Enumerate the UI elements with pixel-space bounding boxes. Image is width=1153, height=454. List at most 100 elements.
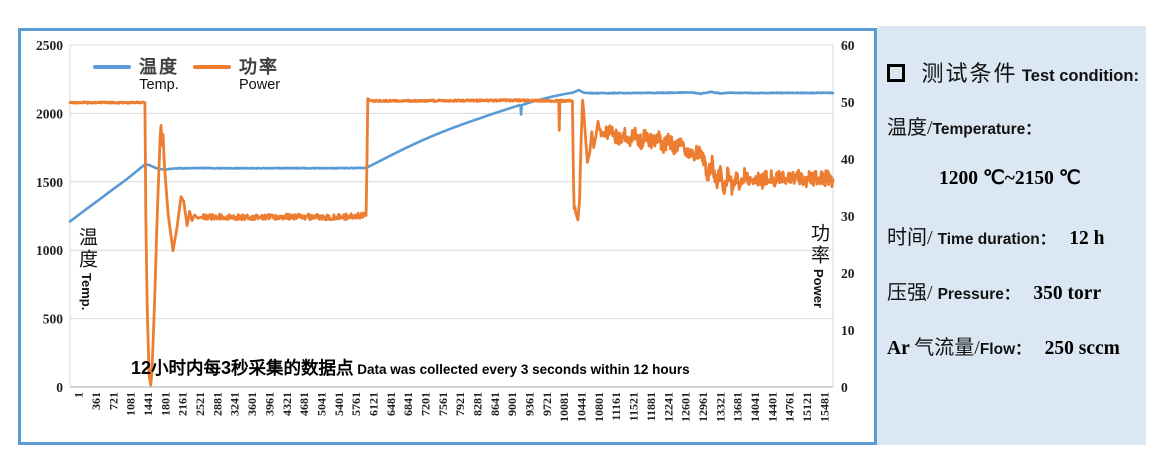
condition-segment: Temperature： bbox=[932, 121, 1041, 138]
condition-segment: 压强/ bbox=[887, 282, 938, 304]
y-tick-left: 1000 bbox=[36, 243, 63, 258]
y-tick-right: 60 bbox=[841, 38, 855, 53]
x-tick-label: 3241 bbox=[228, 392, 242, 416]
x-tick-label: 1441 bbox=[141, 392, 155, 416]
left-axis-title-en: Temp. bbox=[79, 273, 94, 311]
x-tick-label: 7921 bbox=[453, 392, 467, 416]
legend-label-power-en: Power bbox=[239, 77, 281, 93]
right-axis-title-cn: 功率 bbox=[808, 223, 829, 267]
condition-line: 温度/Temperature： bbox=[887, 111, 1041, 140]
x-tick-label: 5761 bbox=[349, 392, 363, 416]
condition-line: 压强/ Pressure： 350 torr bbox=[887, 276, 1101, 305]
condition-segment: 1200 ℃~2150 ℃ bbox=[939, 168, 1081, 189]
annotation-segment: 12 bbox=[131, 358, 152, 378]
x-tick-label: 13321 bbox=[713, 392, 727, 422]
checkbox-bullet-icon bbox=[887, 64, 905, 82]
chart-legend: 温度 Temp. 功率 Power bbox=[93, 53, 280, 93]
condition-segment: 12 h bbox=[1069, 228, 1105, 249]
right-axis-title-en: Power bbox=[811, 269, 826, 309]
x-tick-label: 3961 bbox=[262, 392, 276, 416]
x-tick-label: 8281 bbox=[471, 392, 485, 416]
condition-segment: 气流量/ bbox=[914, 337, 980, 359]
x-tick-label: 15481 bbox=[817, 392, 831, 422]
x-tick-label: 721 bbox=[106, 392, 120, 410]
x-tick-label: 5401 bbox=[332, 392, 346, 416]
x-tick-label: 11521 bbox=[627, 392, 641, 421]
x-tick-label: 10081 bbox=[557, 392, 571, 422]
x-tick-label: 6841 bbox=[401, 392, 415, 416]
x-tick-label: 6481 bbox=[384, 392, 398, 416]
condition-line: 时间/ Time duration： 12 h bbox=[887, 221, 1105, 250]
x-tick-label: 2521 bbox=[193, 392, 207, 416]
x-tick-label: 10441 bbox=[575, 392, 589, 422]
condition-segment: Ar bbox=[887, 338, 915, 359]
x-tick-label: 9721 bbox=[540, 392, 554, 416]
right-axis-title: 功率 Power bbox=[805, 223, 832, 308]
power-line-swatch bbox=[193, 65, 231, 69]
chart-svg: 0 500 1000 1500 2000 2500 0 10 20 30 40 50 60 1 361 721… bbox=[36, 38, 855, 422]
left-axis-title: 温度 Temp. bbox=[73, 227, 100, 310]
y-tick-left: 2500 bbox=[36, 38, 63, 53]
condition-segment: 350 torr bbox=[1033, 283, 1102, 304]
x-tick-label: 12601 bbox=[679, 392, 693, 422]
x-tick-label: 11881 bbox=[644, 392, 658, 421]
condition-line: Ar 气流量/Flow： 250 sccm bbox=[887, 331, 1120, 360]
y-tick-right: 0 bbox=[841, 380, 848, 395]
annotation-segment: 小时内每 bbox=[151, 358, 222, 378]
x-tick-label: 2881 bbox=[210, 392, 224, 416]
x-tick-label: 11161 bbox=[609, 392, 623, 421]
y-tick-right: 40 bbox=[841, 152, 855, 167]
x-tick-label: 12241 bbox=[661, 392, 675, 422]
condition-line: 1200 ℃~2150 ℃ bbox=[939, 166, 1081, 190]
temperature-line-swatch bbox=[93, 65, 131, 69]
plot-border bbox=[69, 44, 834, 388]
condition-segment: Flow： bbox=[979, 341, 1031, 358]
x-tick-label: 5041 bbox=[314, 392, 328, 416]
condition-segment: Pressure： bbox=[937, 286, 1020, 303]
chart-annotation: 12小时内每3秒采集的数据点 Data was collected every … bbox=[131, 355, 690, 380]
legend-item-temperature: 温度 Temp. bbox=[93, 53, 179, 93]
panel-title: 测试条件 Test condition: bbox=[887, 56, 1139, 88]
legend-item-power: 功率 Power bbox=[193, 53, 280, 93]
x-tick-label: 2161 bbox=[176, 392, 190, 416]
condition-segment: 时间/ bbox=[887, 227, 938, 249]
x-tick-label: 4321 bbox=[280, 392, 294, 416]
x-tick-label: 10801 bbox=[592, 392, 606, 422]
y-tick-left: 2000 bbox=[36, 106, 63, 121]
x-tick-label: 1081 bbox=[124, 392, 138, 416]
x-tick-label: 7561 bbox=[436, 392, 450, 416]
chart-panel: 0 500 1000 1500 2000 2500 0 10 20 30 40 50 60 1 361 721… bbox=[18, 28, 877, 445]
condition-segment: 温度/ bbox=[887, 117, 933, 139]
y-tick-right: 20 bbox=[841, 266, 855, 281]
x-tick-label: 6121 bbox=[366, 392, 380, 416]
x-tick-label: 4681 bbox=[297, 392, 311, 416]
x-tick-label: 9361 bbox=[523, 392, 537, 416]
left-axis-title-cn: 温度 bbox=[76, 227, 97, 271]
annotation-segment: 3 bbox=[221, 358, 232, 378]
temperature-line bbox=[68, 88, 835, 223]
annotation-segment: Data was collected every 3 seconds withi… bbox=[353, 362, 690, 377]
x-tick-label: 14041 bbox=[748, 392, 762, 422]
panel-title-cn: 测试条件 bbox=[921, 61, 1018, 86]
x-tick-label: 14761 bbox=[783, 392, 797, 422]
y-tick-right: 30 bbox=[841, 209, 855, 224]
condition-segment: Time duration： bbox=[937, 231, 1056, 248]
x-tick-label: 15121 bbox=[800, 392, 814, 422]
y-tick-right: 10 bbox=[841, 323, 855, 338]
condition-segment: 250 sccm bbox=[1044, 338, 1120, 359]
x-tick-label: 13681 bbox=[731, 392, 745, 422]
legend-label-temperature-cn: 温度 bbox=[139, 57, 179, 77]
x-tick-label: 12961 bbox=[696, 392, 710, 422]
annotation-segment: 秒采集的数据点 bbox=[231, 358, 354, 378]
x-tick-label: 1 bbox=[72, 392, 86, 398]
y-tick-left: 500 bbox=[43, 312, 64, 327]
power-line bbox=[68, 97, 835, 387]
y-tick-left: 0 bbox=[56, 380, 63, 395]
x-tick-label: 3601 bbox=[245, 392, 259, 416]
x-tick-label: 1801 bbox=[158, 392, 172, 416]
test-condition-panel: 测试条件 Test condition: 温度/Temperature： 1200… bbox=[877, 26, 1146, 445]
legend-label-temperature-en: Temp. bbox=[139, 77, 179, 93]
y-tick-left: 1500 bbox=[36, 175, 63, 190]
x-tick-label: 7201 bbox=[418, 392, 432, 416]
